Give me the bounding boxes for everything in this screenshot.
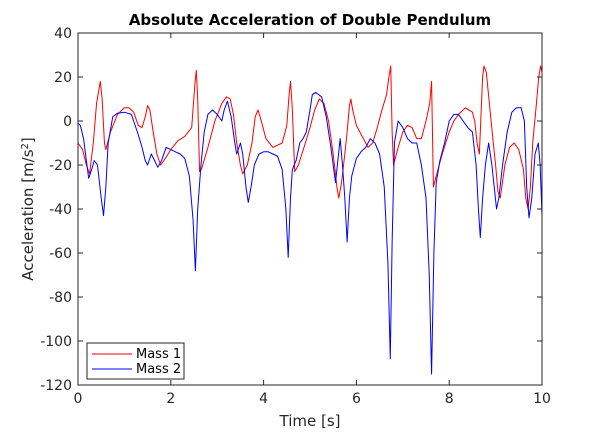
x-tick-label: 2 xyxy=(166,391,175,407)
y-tick-label: -120 xyxy=(40,378,72,394)
x-tick-label: 8 xyxy=(445,391,454,407)
x-axis-label: Time [s] xyxy=(279,412,341,430)
y-tick-label: 20 xyxy=(54,70,72,86)
y-tick-label: -80 xyxy=(49,290,72,306)
y-tick-label: -40 xyxy=(49,202,72,218)
series-lines xyxy=(78,65,542,375)
legend-box xyxy=(86,342,185,380)
legend-label-mass-2: Mass 2 xyxy=(136,362,181,377)
y-tick-label: -100 xyxy=(40,334,72,350)
y-axis-label-suffix: ] xyxy=(19,137,37,143)
y-tick-label: -60 xyxy=(49,246,72,262)
x-tick-label: 0 xyxy=(74,391,83,407)
x-tick-label: 6 xyxy=(352,391,361,407)
legend-label-mass-1: Mass 1 xyxy=(136,347,181,362)
tick-marks xyxy=(77,32,543,386)
series-line-mass-1 xyxy=(78,65,542,210)
y-axis-label: Acceleration [m/s2] xyxy=(19,137,37,281)
chart-title: Absolute Acceleration of Double Pendulum xyxy=(129,11,491,29)
x-tick-labels: 0 2 4 6 8 10 xyxy=(74,391,551,407)
plot-area xyxy=(78,33,542,385)
y-tick-label: -20 xyxy=(49,158,72,174)
x-tick-label: 4 xyxy=(259,391,268,407)
legend: Mass 1 Mass 2 xyxy=(86,342,185,380)
y-axis-label-main: Acceleration [m/s xyxy=(19,149,37,280)
y-axis-label-superscript: 2 xyxy=(20,143,31,149)
series-line-mass-2 xyxy=(78,91,542,375)
y-tick-label: 40 xyxy=(54,26,72,42)
x-tick-label: 10 xyxy=(533,391,551,407)
y-tick-labels: -120 -100 -80 -60 -40 -20 0 20 40 xyxy=(40,26,72,394)
y-tick-label: 0 xyxy=(63,114,72,130)
